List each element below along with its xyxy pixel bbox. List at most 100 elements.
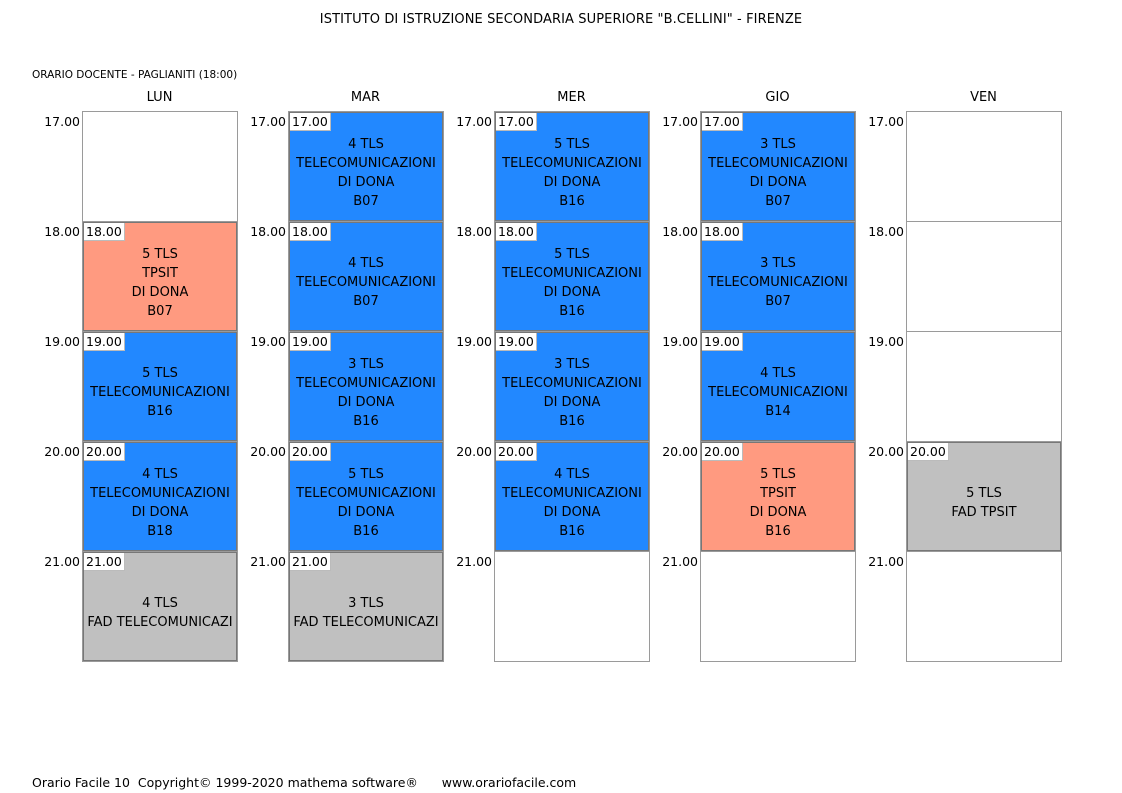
timetable-cell[interactable] — [906, 111, 1062, 222]
lesson-line: DI DONA — [543, 394, 601, 410]
lesson-line: B07 — [353, 193, 379, 209]
timetable-cell[interactable] — [82, 111, 238, 222]
lesson-line: 4 TLS — [554, 466, 590, 482]
lesson-block[interactable]: 18.00 5 TLS TPSIT DI DONA B07 — [83, 222, 237, 331]
lesson-line: DI DONA — [337, 394, 395, 410]
lesson-line: TELECOMUNICAZIONI — [502, 375, 642, 391]
lesson-line: 4 TLS — [348, 256, 384, 271]
teacher-header: ORARIO DOCENTE - PAGLIANITI (18:00) — [32, 69, 238, 81]
lesson-details: 3 TLS FAD TELECOMUNICAZI — [293, 594, 438, 632]
lesson-line: B16 — [353, 413, 379, 429]
lesson-block[interactable]: 19.00 4 TLS TELECOMUNICAZIONI B14 — [701, 332, 855, 441]
lesson-start-time: 17.00 — [290, 113, 331, 131]
lesson-details: 5 TLS TELECOMUNICAZIONI B16 — [90, 364, 230, 421]
lesson-line: B16 — [559, 193, 585, 209]
lesson-details: 4 TLS TELECOMUNICAZIONI DI DONA B18 — [90, 465, 230, 541]
lesson-details: 3 TLS TELECOMUNICAZIONI DI DONA B16 — [296, 355, 436, 431]
lesson-block[interactable]: 20.00 5 TLS TELECOMUNICAZIONI DI DONA B16 — [289, 442, 443, 551]
lesson-block[interactable]: 19.00 5 TLS TELECOMUNICAZIONI B16 — [83, 332, 237, 441]
lesson-line: DI DONA — [337, 504, 395, 520]
lesson-line: DI DONA — [543, 504, 601, 520]
lesson-block[interactable]: 21.00 4 TLS FAD TELECOMUNICAZI — [83, 552, 237, 661]
lesson-block[interactable]: 18.00 4 TLS TELECOMUNICAZIONI B07 — [289, 222, 443, 331]
lesson-block[interactable]: 20.00 4 TLS TELECOMUNICAZIONI DI DONA B18 — [83, 442, 237, 551]
lesson-details: 3 TLS TELECOMUNICAZIONI B07 — [708, 254, 848, 311]
lesson-line: 4 TLS — [142, 466, 178, 482]
lesson-block[interactable]: 18.00 5 TLS TELECOMUNICAZIONI DI DONA B16 — [495, 222, 649, 331]
lesson-line: B16 — [353, 523, 379, 539]
lesson-line: TELECOMUNICAZIONI — [296, 275, 436, 290]
time-label: 18.00 — [44, 224, 80, 239]
time-label: 19.00 — [456, 334, 492, 349]
lesson-block[interactable]: 17.00 5 TLS TELECOMUNICAZIONI DI DONA B16 — [495, 112, 649, 221]
time-label: 18.00 — [868, 224, 904, 239]
time-label: 21.00 — [662, 554, 698, 569]
lesson-line: DI DONA — [131, 284, 189, 300]
lesson-block[interactable]: 18.00 3 TLS TELECOMUNICAZIONI B07 — [701, 222, 855, 331]
lesson-block[interactable]: 17.00 4 TLS TELECOMUNICAZIONI DI DONA B07 — [289, 112, 443, 221]
day-header-ven: VEN — [970, 90, 997, 105]
lesson-line: DI DONA — [543, 284, 601, 300]
lesson-line: DI DONA — [749, 174, 807, 190]
lesson-start-time: 18.00 — [702, 223, 743, 241]
lesson-start-time: 20.00 — [702, 443, 743, 461]
time-label: 20.00 — [456, 444, 492, 459]
lesson-details: 4 TLS TELECOMUNICAZIONI DI DONA B16 — [502, 465, 642, 541]
lesson-block[interactable]: 20.00 5 TLS TPSIT DI DONA B16 — [701, 442, 855, 551]
timetable-cell[interactable] — [906, 551, 1062, 662]
lesson-block[interactable]: 17.00 3 TLS TELECOMUNICAZIONI DI DONA B07 — [701, 112, 855, 221]
lesson-line: TELECOMUNICAZIONI — [708, 275, 848, 290]
lesson-line: TELECOMUNICAZIONI — [708, 155, 848, 171]
lesson-line: 5 TLS — [142, 246, 178, 262]
lesson-details: 4 TLS FAD TELECOMUNICAZI — [87, 594, 232, 632]
timetable-cell[interactable] — [494, 551, 650, 662]
lesson-line: FAD TELECOMUNICAZI — [87, 614, 233, 630]
lesson-line: 3 TLS — [348, 595, 384, 611]
timetable-cell[interactable] — [906, 331, 1062, 442]
lesson-line: B07 — [147, 303, 173, 319]
lesson-line: 5 TLS — [142, 366, 178, 381]
lesson-line: FAD TELECOMUNICAZI — [293, 614, 439, 630]
lesson-details: 5 TLS TELECOMUNICAZIONI DI DONA B16 — [502, 245, 642, 321]
lesson-line: DI DONA — [749, 504, 807, 520]
lesson-start-time: 20.00 — [908, 443, 949, 461]
lesson-start-time: 19.00 — [290, 333, 331, 351]
time-label: 17.00 — [868, 114, 904, 129]
lesson-line: 4 TLS — [760, 366, 796, 381]
lesson-line: 3 TLS — [760, 136, 796, 152]
time-label: 19.00 — [44, 334, 80, 349]
time-label: 19.00 — [250, 334, 286, 349]
day-header-lun: LUN — [146, 90, 173, 105]
lesson-details: 4 TLS TELECOMUNICAZIONI DI DONA B07 — [296, 135, 436, 211]
lesson-details: 3 TLS TELECOMUNICAZIONI DI DONA B07 — [708, 135, 848, 211]
lesson-line: 5 TLS — [966, 485, 1002, 501]
time-label: 17.00 — [250, 114, 286, 129]
lesson-block[interactable]: 19.00 3 TLS TELECOMUNICAZIONI DI DONA B16 — [289, 332, 443, 441]
time-label: 21.00 — [44, 554, 80, 569]
lesson-block[interactable]: 21.00 3 TLS FAD TELECOMUNICAZI — [289, 552, 443, 661]
timetable-cell[interactable] — [906, 221, 1062, 332]
timetable-cell[interactable] — [700, 551, 856, 662]
lesson-start-time: 21.00 — [290, 553, 331, 571]
lesson-line: B14 — [765, 404, 791, 419]
time-label: 18.00 — [662, 224, 698, 239]
lesson-block[interactable]: 20.00 4 TLS TELECOMUNICAZIONI DI DONA B16 — [495, 442, 649, 551]
time-label: 17.00 — [662, 114, 698, 129]
lesson-details: 5 TLS TELECOMUNICAZIONI DI DONA B16 — [502, 135, 642, 211]
lesson-line: B16 — [559, 413, 585, 429]
time-label: 20.00 — [868, 444, 904, 459]
lesson-line: 3 TLS — [760, 256, 796, 271]
lesson-start-time: 17.00 — [496, 113, 537, 131]
page-title: ISTITUTO DI ISTRUZIONE SECONDARIA SUPERI… — [319, 12, 803, 27]
lesson-line: 5 TLS — [554, 136, 590, 152]
lesson-block[interactable]: 20.00 5 TLS FAD TPSIT — [907, 442, 1061, 551]
time-label: 21.00 — [456, 554, 492, 569]
lesson-details: 5 TLS TPSIT DI DONA B16 — [750, 465, 807, 541]
lesson-line: B07 — [765, 294, 791, 309]
lesson-block[interactable]: 19.00 3 TLS TELECOMUNICAZIONI DI DONA B16 — [495, 332, 649, 441]
lesson-line: 4 TLS — [142, 595, 178, 611]
lesson-line: DI DONA — [131, 504, 189, 520]
lesson-line: TPSIT — [142, 265, 178, 281]
lesson-details: 4 TLS TELECOMUNICAZIONI B14 — [708, 364, 848, 421]
day-header-mar: MAR — [350, 90, 381, 105]
